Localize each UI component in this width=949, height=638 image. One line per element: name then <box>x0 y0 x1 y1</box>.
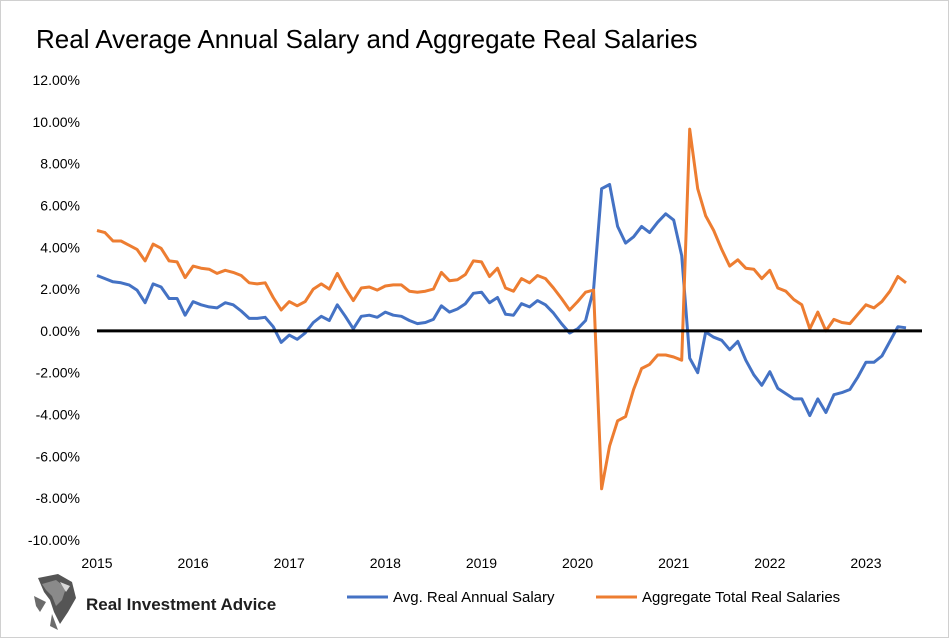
y-tick-label: -10.00% <box>28 532 80 548</box>
y-tick-label: -6.00% <box>36 448 80 464</box>
eagle-icon <box>34 574 76 630</box>
logo-text: Real Investment Advice <box>86 595 276 614</box>
x-tick-label: 2022 <box>754 555 785 571</box>
legend-item-aggregate-salaries: Aggregate Total Real Salaries <box>596 589 840 606</box>
y-tick-label: -8.00% <box>36 490 80 506</box>
y-tick-label: -4.00% <box>36 407 80 423</box>
chart-title: Real Average Annual Salary and Aggregate… <box>36 24 698 54</box>
y-axis: 12.00% 10.00% 8.00% 6.00% 4.00% 2.00% 0.00% -2.… <box>28 72 80 548</box>
series-layer <box>96 127 907 491</box>
x-tick-label: 2017 <box>274 555 305 571</box>
y-tick-label: -2.00% <box>36 365 80 381</box>
legend-label-avg-salary: Avg. Real Annual Salary <box>393 589 555 606</box>
series-line-avg-salary <box>96 183 907 418</box>
y-tick-label: 10.00% <box>33 114 80 130</box>
x-tick-label: 2019 <box>466 555 497 571</box>
logo: Real Investment Advice <box>34 574 276 630</box>
y-tick-label: 2.00% <box>40 281 80 297</box>
y-tick-label: 0.00% <box>40 323 80 339</box>
y-tick-label: 8.00% <box>40 156 80 172</box>
x-tick-label: 2015 <box>81 555 112 571</box>
x-axis: 2015 2016 2017 2018 2019 2020 2021 2022 2023 <box>81 555 881 571</box>
legend-item-avg-salary: Avg. Real Annual Salary <box>347 589 555 606</box>
x-tick-label: 2020 <box>562 555 593 571</box>
legend: Avg. Real Annual Salary Aggregate Total … <box>347 589 840 606</box>
y-tick-label: 12.00% <box>33 72 80 88</box>
x-tick-label: 2021 <box>658 555 689 571</box>
x-tick-label: 2016 <box>178 555 209 571</box>
y-tick-label: 4.00% <box>40 239 80 255</box>
legend-label-aggregate-salaries: Aggregate Total Real Salaries <box>642 589 840 606</box>
x-tick-label: 2023 <box>850 555 881 571</box>
x-tick-label: 2018 <box>370 555 401 571</box>
y-tick-label: 6.00% <box>40 197 80 213</box>
series-line-aggregate-salaries <box>96 127 907 491</box>
